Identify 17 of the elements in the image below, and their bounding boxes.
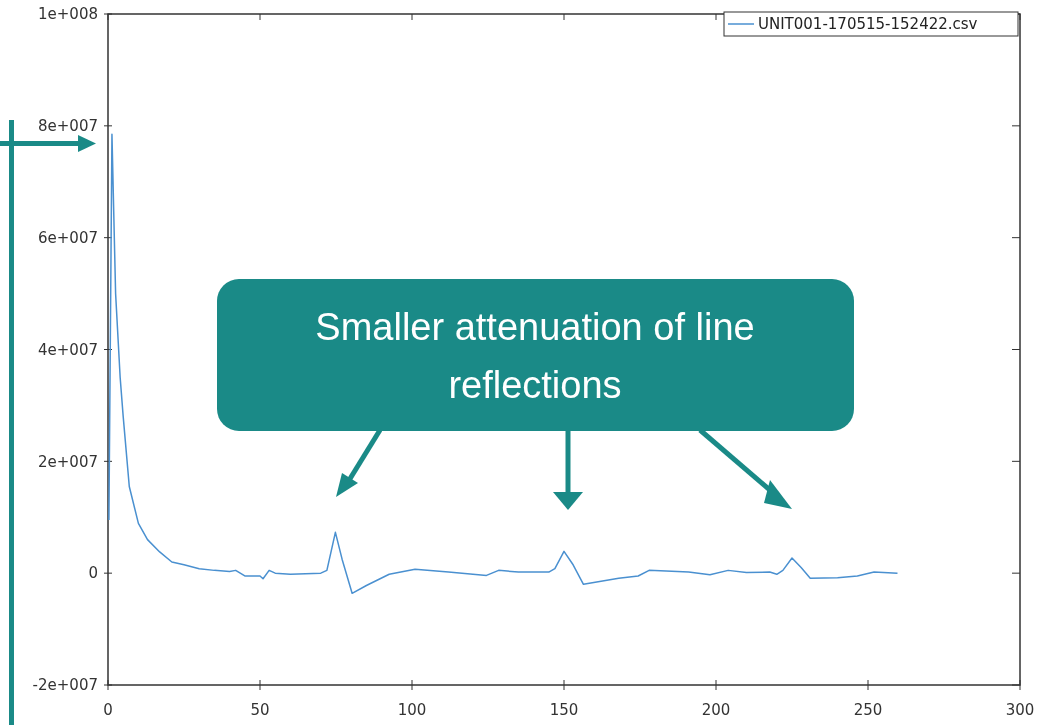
x-tick-label: 0 [103,701,113,719]
y-tick-label: 8e+007 [38,117,98,136]
annotation: Smaller attenuation of line reflections [315,306,755,406]
y-tick-label: -2e+007 [32,676,98,695]
x-tick-label: 300 [1005,701,1035,719]
x-tick-label: 200 [701,701,731,719]
x-tick-label: 250 [853,701,883,719]
x-tick-label: 100 [397,701,427,719]
x-tick-label: 150 [549,701,579,719]
line-series [108,133,899,595]
y-tick-label: 1e+008 [38,5,98,24]
y-tick-label: 4e+007 [38,340,98,359]
y-tick-label: 2e+007 [38,452,98,471]
y-tick-label: 0 [88,564,98,583]
x-tick-label: 50 [250,701,270,719]
legend-label: UNIT001-170515-152422.csv [758,15,978,34]
y-tick-label: 6e+007 [38,228,98,247]
